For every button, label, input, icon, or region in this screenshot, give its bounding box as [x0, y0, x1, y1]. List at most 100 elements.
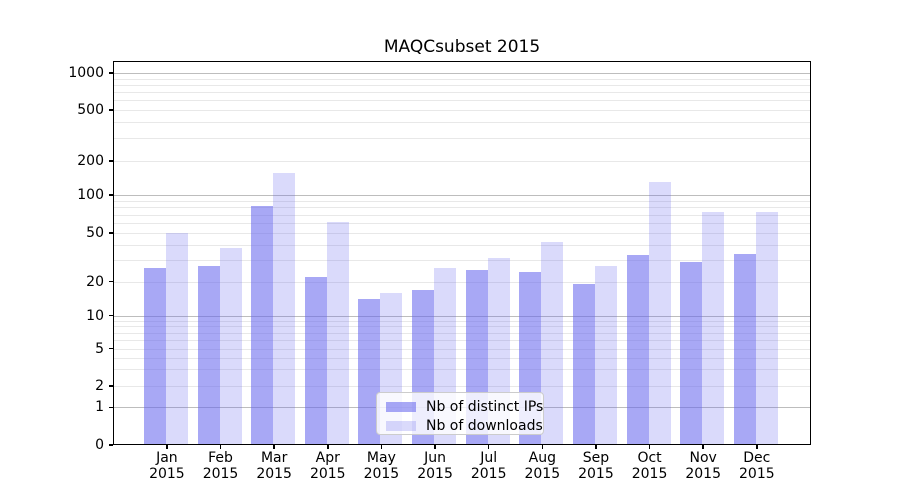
y-tick-mark-500	[109, 109, 113, 111]
legend-label-downloads: Nb of downloads	[426, 417, 543, 434]
legend: Nb of distinct IPs Nb of downloads	[376, 392, 544, 435]
bar-downloads-apr	[326, 222, 349, 445]
gridline-minor-6	[113, 339, 811, 341]
x-tick-year-mar: 2015	[256, 466, 292, 482]
x-tick-label-dec: Dec 2015	[727, 450, 787, 482]
gridline-minor-40	[113, 244, 811, 246]
x-tick-label-sep: Sep 2015	[566, 450, 626, 482]
legend-swatch-downloads	[386, 420, 416, 431]
gridline-minor-50	[113, 233, 811, 234]
gridline-minor-4	[113, 357, 811, 359]
y-tick-label-1000: 1000	[68, 65, 104, 81]
gridline-minor-30	[113, 260, 811, 262]
bar-distinct-ips-oct	[626, 255, 649, 445]
x-tick-year-aug: 2015	[524, 466, 561, 482]
x-tick-mark-feb	[219, 445, 222, 449]
gridline-major-100	[113, 195, 811, 196]
x-tick-mark-jan	[166, 445, 168, 449]
gridline-minor-200	[113, 161, 811, 162]
x-tick-year-jun: 2015	[417, 466, 453, 482]
y-tick-mark-200	[109, 160, 113, 162]
gridline-minor-8	[113, 326, 811, 328]
y-tick-label-2: 2	[95, 378, 104, 394]
bar-distinct-ips-jan	[143, 267, 166, 445]
x-tick-month-oct: Oct	[637, 450, 662, 466]
x-tick-mark-sep	[595, 445, 597, 449]
gridline-minor-90	[113, 200, 811, 202]
bar-downloads-dec	[755, 212, 778, 445]
gridline-minor-400	[113, 122, 811, 124]
y-tick-label-500: 500	[77, 102, 104, 118]
gridline-minor-9	[113, 320, 811, 322]
bar-downloads-aug	[541, 242, 564, 445]
y-tick-label-50: 50	[86, 225, 104, 241]
x-tick-year-dec: 2015	[739, 466, 775, 482]
x-tick-year-jan: 2015	[149, 466, 185, 482]
bar-distinct-ips-feb	[197, 265, 220, 445]
x-tick-label-apr: Apr 2015	[298, 450, 358, 482]
chart-title: MAQCsubset 2015	[383, 37, 541, 57]
y-tick-mark-20	[109, 280, 113, 283]
y-tick-mark-1000	[109, 72, 113, 74]
gridline-minor-800	[113, 84, 811, 86]
x-tick-mark-mar	[273, 445, 275, 449]
x-tick-mark-jul	[487, 445, 490, 449]
y-tick-label-1: 1	[95, 399, 104, 416]
bar-downloads-sep	[594, 265, 617, 445]
gridline-minor-700	[113, 92, 811, 94]
x-tick-year-apr: 2015	[309, 466, 346, 482]
x-tick-month-nov: Nov	[689, 450, 717, 466]
x-tick-month-jun: Jun	[424, 450, 446, 466]
gridline-major-10	[113, 315, 811, 317]
x-tick-month-sep: Sep	[582, 450, 610, 466]
x-tick-month-jan: Jan	[156, 450, 178, 466]
x-tick-label-feb: Feb 2015	[191, 450, 251, 482]
y-tick-label-200: 200	[77, 153, 104, 169]
x-tick-mark-jun	[434, 445, 436, 449]
gridline-major-1000	[113, 73, 811, 74]
y-tick-mark-100	[109, 194, 113, 196]
bar-downloads-mar	[273, 173, 296, 445]
y-tick-mark-50	[109, 232, 113, 234]
x-tick-label-jul: Jul 2015	[459, 450, 519, 482]
gridline-minor-3	[113, 369, 811, 371]
x-tick-mark-apr	[326, 445, 329, 449]
x-tick-mark-dec	[756, 445, 758, 449]
x-tick-label-jan: Jan 2015	[137, 450, 197, 482]
legend-label-distinct-ips: Nb of distinct IPs	[426, 398, 544, 415]
x-tick-year-oct: 2015	[631, 466, 668, 482]
y-tick-label-100: 100	[77, 187, 104, 203]
x-tick-mark-aug	[541, 445, 544, 449]
y-tick-label-10: 10	[86, 307, 104, 324]
bar-distinct-ips-mar	[251, 205, 274, 445]
gridline-minor-60	[113, 223, 811, 224]
legend-item-downloads: Nb of downloads	[377, 416, 543, 435]
x-tick-month-aug: Aug	[528, 450, 556, 466]
bar-distinct-ips-dec	[733, 253, 756, 445]
gridline-minor-70	[113, 214, 811, 216]
x-tick-label-oct: Oct 2015	[620, 450, 680, 482]
gridline-minor-600	[113, 100, 811, 102]
bar-distinct-ips-apr	[304, 276, 327, 445]
x-tick-year-feb: 2015	[202, 466, 239, 482]
gridline-minor-7	[113, 332, 811, 334]
gridline-minor-500	[113, 110, 811, 111]
x-tick-mark-oct	[648, 445, 651, 449]
bar-downloads-oct	[648, 182, 671, 445]
x-tick-month-dec: Dec	[743, 450, 771, 466]
legend-item-distinct-ips: Nb of distinct IPs	[377, 397, 543, 416]
x-tick-month-mar: Mar	[260, 450, 288, 466]
x-tick-label-aug: Aug 2015	[512, 450, 572, 482]
plot-area: Nb of distinct IPs Nb of downloads	[113, 61, 811, 445]
y-tick-label-20: 20	[86, 273, 104, 290]
y-tick-mark-2	[109, 385, 113, 387]
bar-distinct-ips-nov	[680, 261, 703, 445]
x-tick-label-jun: Jun 2015	[405, 450, 465, 482]
bar-downloads-feb	[219, 247, 242, 445]
x-tick-month-jul: Jul	[480, 450, 498, 466]
x-tick-month-may: May	[366, 450, 396, 466]
x-tick-label-nov: Nov 2015	[673, 450, 733, 482]
bar-downloads-jan	[165, 233, 188, 445]
x-tick-mark-nov	[702, 445, 704, 449]
y-tick-label-5: 5	[95, 340, 104, 357]
